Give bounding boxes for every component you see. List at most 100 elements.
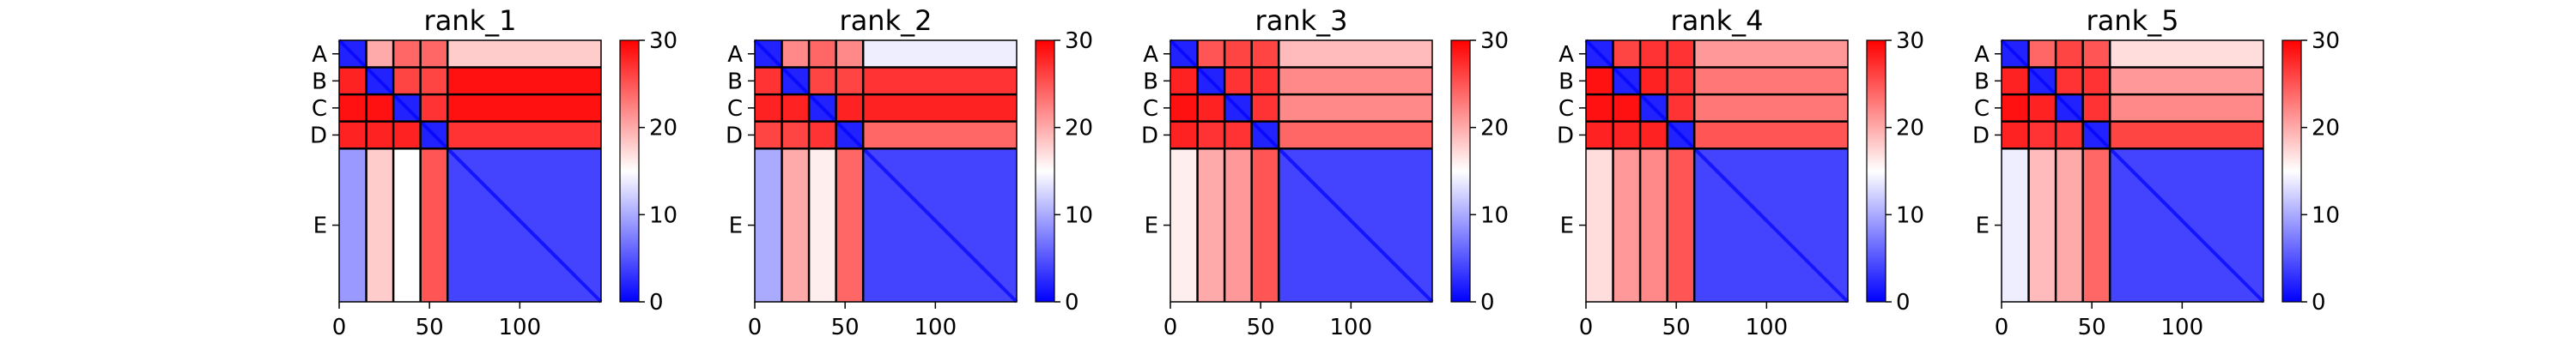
- y-tick-label: E: [729, 214, 743, 239]
- heatmap-cell-C-E: [1279, 94, 1432, 122]
- x-tick-label: 50: [2078, 315, 2106, 340]
- heatmap-cell-B-A: [755, 67, 782, 95]
- panel-title: rank_1: [424, 4, 517, 37]
- panel-title: rank_5: [2087, 4, 2179, 37]
- heatmap-cell-E-C: [1224, 148, 1252, 302]
- heatmap-cell-C-D: [420, 94, 448, 122]
- heatmap-cell-D-C: [809, 121, 836, 149]
- heatmap-cell-E-D: [835, 148, 864, 302]
- heatmap-cell-A-D: [2082, 40, 2111, 68]
- y-tick-label: A: [1143, 42, 1158, 68]
- heatmap-cell-D-C: [1224, 121, 1252, 149]
- colorbar: [2281, 39, 2302, 303]
- heatmap-cell-E-C: [809, 148, 836, 302]
- heatmap-cell-A-B: [366, 40, 394, 68]
- x-tick-label: 50: [1247, 315, 1275, 340]
- diagonal-line: [1584, 39, 1850, 304]
- colorbar-tick-label: 30: [649, 28, 677, 54]
- heatmap-cell-B-A: [339, 67, 367, 95]
- heatmap-cell-D-E: [863, 121, 1017, 149]
- x-tick-label: 100: [914, 315, 957, 340]
- heatmap-cell-D-B: [1613, 121, 1641, 149]
- x-tick-label: 100: [1330, 315, 1373, 340]
- heatmap-cell-E-C: [1640, 148, 1668, 302]
- heatmap-cell-C-E: [863, 94, 1017, 122]
- y-tick-label: B: [1558, 69, 1574, 94]
- heatmap-frame: [754, 39, 1018, 303]
- heatmap-cell-A-E: [863, 40, 1017, 68]
- x-tick-label: 100: [2161, 315, 2204, 340]
- heatmap-cell-E-B: [2028, 148, 2057, 302]
- heatmap-cell-D-E: [2110, 121, 2263, 149]
- heatmap-cell-C-D: [1667, 94, 1695, 122]
- diagonal-line: [2000, 39, 2265, 304]
- heatmap-cell-D-C: [393, 121, 421, 149]
- heatmap-cell-A-C: [2056, 40, 2083, 68]
- y-tick-label: E: [1145, 214, 1158, 239]
- heatmap-cell-D-B: [781, 121, 810, 149]
- x-tick-label: 0: [1579, 315, 1594, 340]
- y-tick-label: E: [1976, 214, 1990, 239]
- heatmap-frame: [338, 39, 602, 303]
- heatmap-cell-B-A: [1586, 67, 1613, 95]
- y-tick-label: C: [312, 96, 327, 122]
- heatmap-cell-D-E: [1694, 121, 1848, 149]
- heatmap-cell-B-E: [447, 67, 601, 95]
- heatmap-cell-C-E: [1694, 94, 1848, 122]
- heatmap-cell-B-A: [1170, 67, 1198, 95]
- colorbar-tick-label: 0: [1480, 290, 1495, 316]
- x-tick-label: 50: [1662, 315, 1691, 340]
- y-tick-label: E: [313, 214, 327, 239]
- heatmap-cell-A-E: [1694, 40, 1848, 68]
- heatmap-cell-D-C: [1640, 121, 1668, 149]
- colorbar-tick-label: 20: [1896, 116, 1924, 141]
- heatmap-cell-E-C: [393, 148, 421, 302]
- heatmap-cell-B-D: [1667, 67, 1695, 95]
- heatmap-cell-A-E: [1279, 40, 1432, 68]
- colorbar-tick-label: 30: [1896, 28, 1924, 54]
- heatmap-cell-D-B: [1197, 121, 1225, 149]
- heatmap-cell-A-B: [2028, 40, 2057, 68]
- y-tick-label: B: [1974, 69, 1990, 94]
- x-tick-label: 0: [332, 315, 347, 340]
- y-tick-label: C: [1974, 96, 1990, 122]
- y-tick-label: A: [312, 42, 327, 68]
- heatmap-cell-A-C: [393, 40, 421, 68]
- heatmap-cell-C-D: [2082, 94, 2111, 122]
- heatmap-cell-C-B: [1197, 94, 1225, 122]
- colorbar: [1450, 39, 1471, 303]
- colorbar-tick-label: 10: [1896, 202, 1924, 228]
- heatmap-cell-D-B: [2028, 121, 2057, 149]
- panel-title: rank_3: [1255, 4, 1348, 37]
- heatmap-cell-B-C: [393, 67, 421, 95]
- x-tick-label: 50: [416, 315, 444, 340]
- heatmap-cell-B-C: [809, 67, 836, 95]
- y-tick-label: D: [1141, 123, 1158, 148]
- heatmap-cell-D-A: [2002, 121, 2029, 149]
- heatmap-frame: [2001, 39, 2264, 303]
- y-tick-label: C: [1558, 96, 1574, 122]
- heatmap-cell-B-D: [835, 67, 864, 95]
- heatmap-cell-E-A: [2002, 148, 2029, 302]
- heatmap-cell-E-D: [2082, 148, 2111, 302]
- heatmap-cell-C-B: [2028, 94, 2057, 122]
- y-tick-label: B: [312, 69, 327, 94]
- x-tick-label: 0: [748, 315, 762, 340]
- heatmap-cell-A-E: [2110, 40, 2263, 68]
- heatmap-cell-E-A: [1586, 148, 1613, 302]
- y-tick-label: B: [1143, 69, 1158, 94]
- panel-title: rank_4: [1671, 4, 1764, 37]
- y-tick-label: C: [727, 96, 743, 122]
- heatmap-cell-C-A: [339, 94, 367, 122]
- y-tick-label: A: [1974, 42, 1990, 68]
- heatmap-cell-D-A: [755, 121, 782, 149]
- heatmap-cell-B-E: [1279, 67, 1432, 95]
- heatmap-cell-C-B: [366, 94, 394, 122]
- heatmap-cell-A-D: [1251, 40, 1279, 68]
- heatmap-cell-C-A: [1170, 94, 1198, 122]
- heatmap-cell-E-A: [1170, 148, 1198, 302]
- heatmap-cell-E-D: [420, 148, 448, 302]
- colorbar-tick-label: 0: [1065, 290, 1079, 316]
